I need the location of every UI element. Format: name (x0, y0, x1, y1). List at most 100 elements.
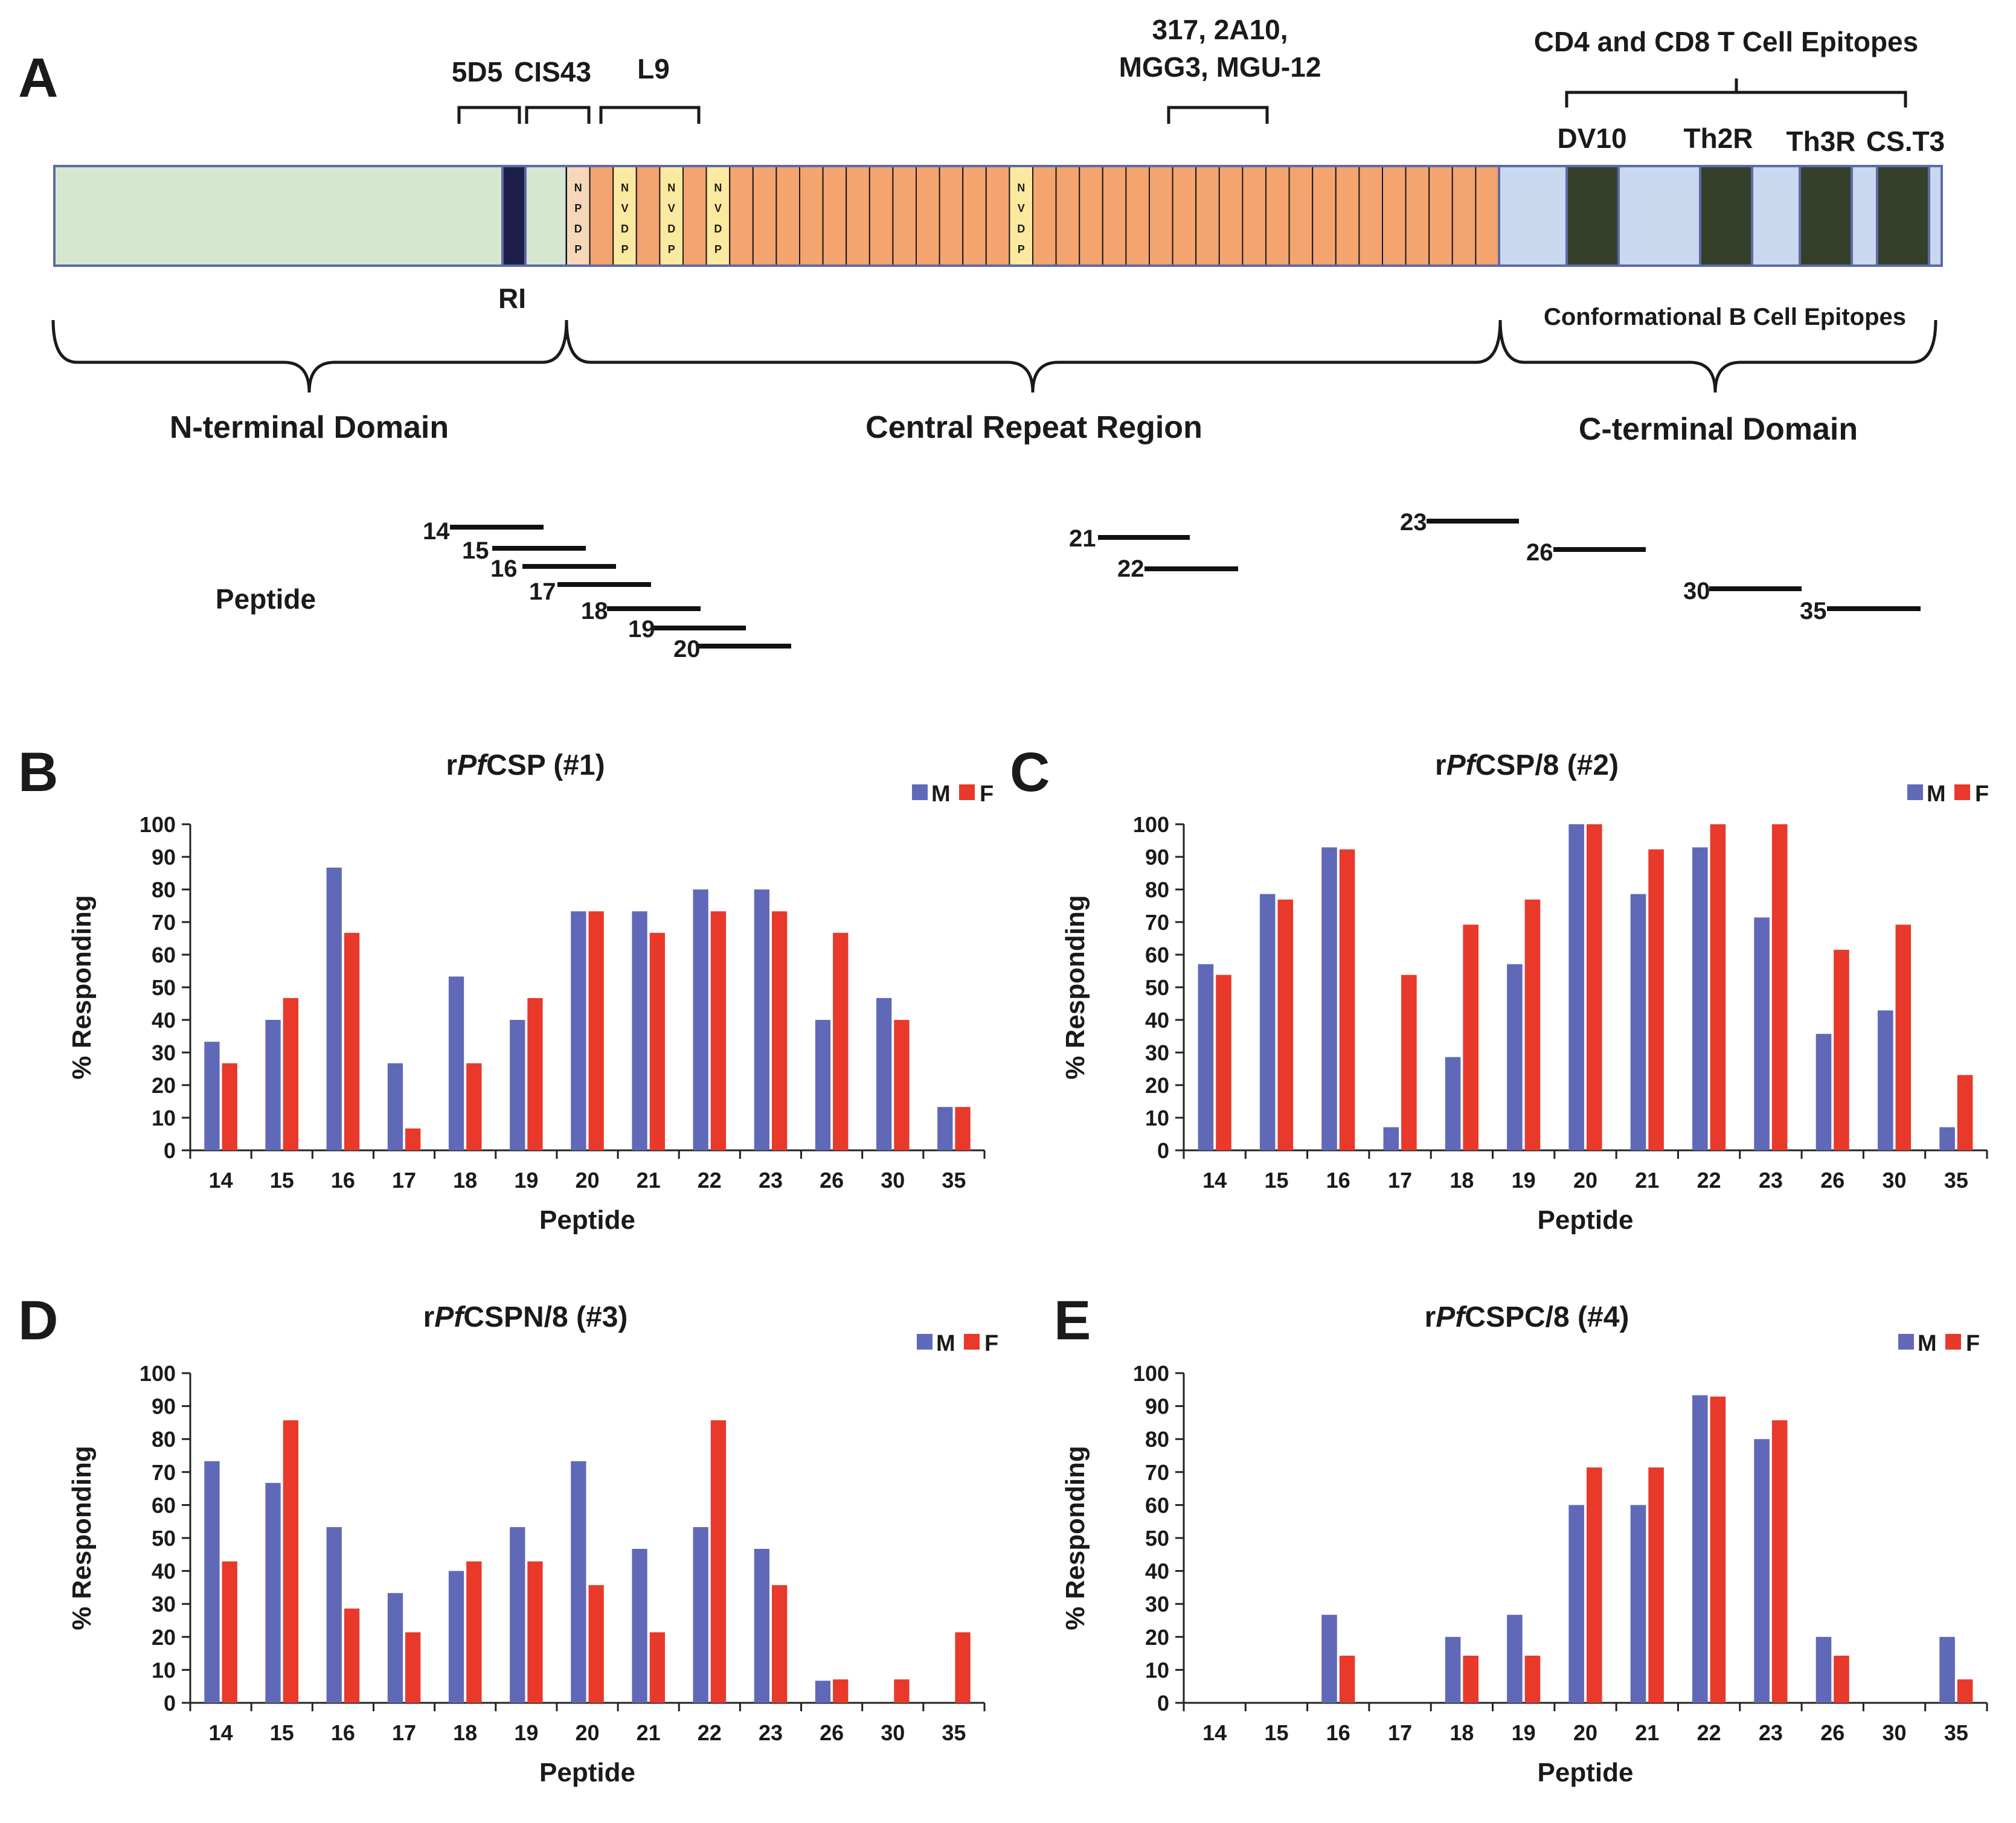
repeat-unit (1382, 165, 1407, 266)
x-tick-label: 14 (209, 1720, 233, 1745)
label-c-terminal-domain: C-terminal Domain (1579, 412, 1858, 447)
bar-m-20 (1568, 824, 1584, 1150)
bar-f-23 (772, 911, 788, 1150)
legend-label-f: F (980, 781, 994, 807)
bar-m-17 (1383, 1127, 1399, 1150)
legend-swatch-f (959, 784, 975, 800)
x-tick-label: 30 (1883, 1168, 1907, 1193)
y-tick-label: 20 (152, 1073, 176, 1098)
label-5d5: 5D5 (452, 56, 502, 88)
legend-swatch-m (1898, 1334, 1914, 1350)
chart-title-suffix: CSPC/8 (#4) (1465, 1301, 1629, 1333)
bar-m-26 (1815, 1034, 1832, 1150)
y-tick-label: 100 (140, 812, 176, 837)
cst3-epitope-block (1876, 165, 1930, 267)
x-tick-label: 14 (1202, 1720, 1227, 1745)
chart-title-suffix: CSP (#1) (486, 749, 605, 781)
chart-title-prefix: r (1435, 749, 1446, 781)
y-tick-label: 90 (1145, 1394, 1169, 1419)
x-tick-label: 26 (1820, 1168, 1844, 1193)
x-tick-label: 23 (1759, 1168, 1783, 1193)
y-tick-label: 40 (152, 1008, 176, 1033)
chart-title-italic: Pf (1446, 749, 1478, 781)
bar-m-30 (876, 998, 892, 1150)
panel-d: D rPfCSPN/8 (#3)M F0102030405060708090100… (18, 1290, 998, 1787)
motif-letter: N (667, 182, 675, 194)
y-tick-label: 30 (152, 1040, 176, 1065)
x-tick-label: 22 (1697, 1720, 1721, 1745)
label-th2r: Th2R (1684, 123, 1753, 154)
repeat-unit (916, 165, 940, 266)
y-tick-label: 10 (1145, 1658, 1169, 1682)
y-tick-label: 40 (1145, 1559, 1169, 1584)
dv10-epitope-block (1565, 165, 1620, 267)
bar-f-16 (1339, 1655, 1355, 1703)
label-cst3: CS.T3 (1866, 126, 1945, 157)
peptide-label-23: 23 (1400, 509, 1427, 536)
repeat-unit (1358, 165, 1383, 266)
bar-m-30 (1878, 1010, 1893, 1150)
bar-f-15 (1277, 899, 1294, 1150)
x-tick-label: 21 (637, 1168, 661, 1193)
chart-title-suffix: CSPN/8 (#3) (463, 1301, 628, 1333)
repeat-unit (1265, 165, 1290, 266)
y-tick-label: 50 (1145, 975, 1169, 1000)
repeat-unit (1428, 165, 1453, 266)
y-axis-label: % Responding (1061, 895, 1090, 1080)
x-tick-label: 17 (392, 1720, 416, 1745)
y-tick-label: 10 (152, 1106, 176, 1130)
chart-title: rPfCSP/8 (#2) (1435, 749, 1619, 781)
motif-letter: V (714, 202, 722, 214)
motif-letter: P (714, 243, 722, 255)
y-tick-label: 70 (152, 910, 176, 935)
motif-letter: V (1018, 202, 1025, 214)
x-tick-label: 18 (453, 1168, 477, 1193)
chart-panel-e: rPfCSPC/8 (#4)M F010203040506070809010014… (1061, 1301, 1988, 1787)
x-axis-label: Peptide (1538, 1205, 1634, 1235)
y-tick-label: 20 (1145, 1073, 1169, 1098)
bar-m-16 (326, 1527, 342, 1703)
bar-f-18 (466, 1561, 482, 1703)
y-tick-label: 0 (164, 1691, 176, 1716)
x-tick-label: 22 (698, 1168, 722, 1193)
chart-title-italic: Pf (434, 1301, 466, 1333)
bar-m-17 (387, 1063, 403, 1150)
chart-title-prefix: r (423, 1301, 435, 1333)
bar-f-16 (344, 932, 360, 1150)
chart-title-prefix: r (446, 749, 457, 781)
x-tick-label: 26 (1820, 1720, 1844, 1745)
x-tick-label: 19 (514, 1720, 538, 1745)
bar-m-14 (204, 1461, 220, 1703)
x-tick-label: 35 (942, 1720, 966, 1745)
th3r-epitope-block (1799, 165, 1853, 267)
legend-label-m: M (1918, 1331, 1937, 1356)
x-tick-label: 15 (1264, 1168, 1288, 1193)
x-tick-label: 35 (942, 1168, 966, 1193)
peptide-label-18: 18 (581, 598, 608, 624)
bar-m-35 (937, 1107, 953, 1150)
bar-f-17 (405, 1632, 421, 1703)
panel-a-protein-schematic: A 5D5 CIS43 L9 317, 2A10, MGG3, MGU-12 C… (18, 14, 1945, 662)
bar-m-20 (571, 1461, 586, 1703)
y-tick-label: 100 (140, 1361, 176, 1386)
y-tick-label: 0 (1157, 1691, 1169, 1716)
repeat-unit (752, 165, 777, 266)
bar-m-19 (1507, 964, 1523, 1150)
bar-m-17 (387, 1593, 403, 1703)
bar-f-14 (222, 1561, 237, 1703)
repeat-unit (822, 165, 847, 266)
region-i-block (501, 165, 527, 267)
label-317-line2: MGG3, MGU-12 (1119, 51, 1321, 83)
repeat-unit (1451, 165, 1477, 266)
repeat-unit (962, 165, 987, 266)
motif-letter: V (621, 202, 628, 214)
repeat-unit-npdp (566, 165, 591, 266)
bar-f-23 (1771, 1420, 1788, 1703)
bar-f-20 (588, 911, 604, 1150)
repeat-unit (589, 165, 614, 266)
bar-f-30 (1895, 924, 1912, 1150)
label-l9: L9 (637, 53, 670, 85)
